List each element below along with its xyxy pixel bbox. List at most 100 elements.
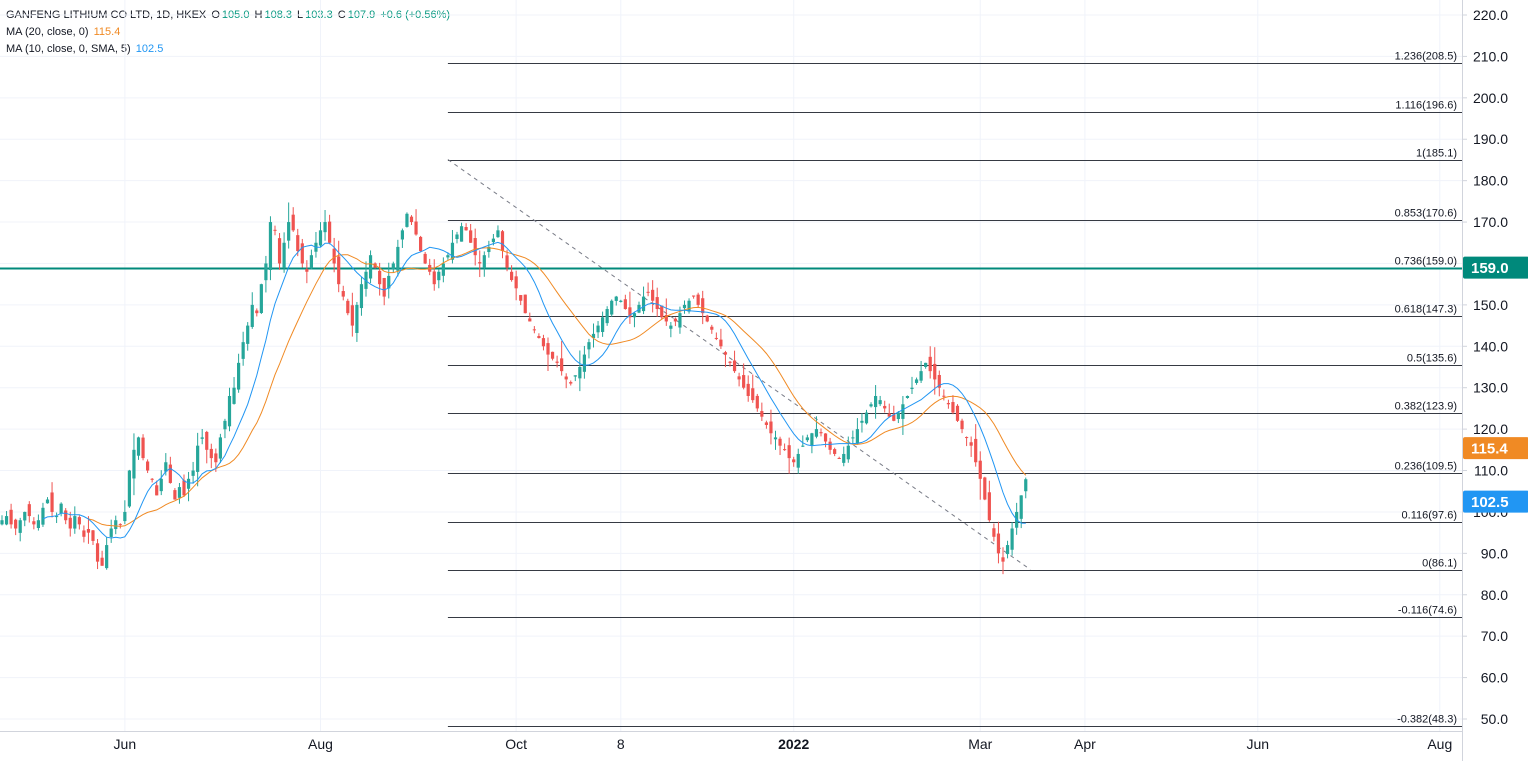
price-tick-label: 50.0 [1481,711,1508,727]
candle-body [355,304,359,333]
candle [555,355,559,368]
candle [459,222,464,242]
candle [186,471,191,502]
candle-body [255,310,259,314]
ma-price-label: 102.5 [1471,494,1509,511]
candle [701,290,705,325]
candle [368,250,373,283]
candle [550,351,555,361]
candle [883,400,887,413]
candle-body [259,284,263,313]
candle [337,240,341,293]
candle-body [587,342,591,350]
candle-body [328,221,332,243]
candle-body [978,460,982,479]
candle [91,530,95,545]
candle-body [373,263,377,268]
candle-body [596,325,600,333]
candle [960,418,964,434]
candle-body [0,520,4,525]
candle [664,298,668,326]
candle-body [300,243,304,264]
candle-body [323,222,327,233]
candle [114,515,118,535]
price-tick-label: 110.0 [1474,463,1508,479]
candle-body [400,230,404,240]
candle-body [564,376,568,380]
candle [942,389,946,401]
candle-body [341,291,345,297]
candle-body [218,437,222,459]
candle-body [874,395,878,408]
candle-body [36,520,40,528]
candle-body [155,485,159,496]
fib-level-label: -0.116(74.6) [1398,605,1457,617]
candle-body [742,375,746,388]
candle-body [573,375,577,377]
candle-body [655,297,659,310]
candle-body [637,304,641,313]
candle-body [1001,557,1005,562]
candle-body [18,520,22,533]
candle [528,312,532,322]
candle [464,223,468,231]
candle [851,430,855,445]
candle-body [50,492,54,512]
candle-body [309,255,313,269]
ma-price-label: 115.4 [1471,441,1508,458]
candle-body [523,294,527,314]
candle-body [419,236,423,252]
candle [405,212,409,228]
candle-body [869,404,873,407]
candle-body [209,448,213,459]
candle-body [710,326,714,330]
candle [41,502,45,527]
candle-body [191,470,195,476]
candle [705,314,709,323]
candle [136,436,141,460]
candle-body [705,315,709,322]
candle [241,331,245,366]
candle-body [45,499,50,504]
ma20-value: 115.4 [93,26,121,38]
candle-body [182,480,186,496]
candle-body [864,412,869,424]
candle-body [578,367,582,379]
candle [619,299,623,303]
candle [296,228,300,257]
candle [400,228,404,248]
candle-body [928,356,932,372]
candle [1010,522,1014,556]
candle [692,295,696,299]
candle-body [955,405,960,421]
candle [965,436,969,447]
candle-body [801,445,805,447]
candle [127,469,131,508]
candle-body [933,363,937,380]
candle [869,402,873,408]
candle [955,404,960,422]
candle [951,395,955,415]
fib-level-label: -0.382(48.3) [1397,714,1457,726]
candle-body [632,313,637,318]
candle [264,255,268,293]
legend-ma10-row[interactable]: MA (10, close, 0, SMA, 5) 102.5 [6,41,452,58]
candle [914,377,919,385]
candle [673,317,677,327]
legend-ma20-row[interactable]: MA (20, close, 0) 115.4 [6,24,452,41]
candle [159,470,163,496]
candle [328,214,332,245]
candle-body [350,305,354,326]
candle-body [510,271,514,281]
candle-body [1019,495,1023,519]
candle-body [382,277,386,297]
candle [755,393,759,412]
candle-body [59,503,63,514]
candle [141,434,145,461]
candle-body [660,305,664,318]
candle [346,298,350,316]
price-axis: 220.0210.0200.0190.0180.0170.0160.0150.0… [1462,7,1508,727]
candle [974,424,978,467]
candle [173,488,177,500]
